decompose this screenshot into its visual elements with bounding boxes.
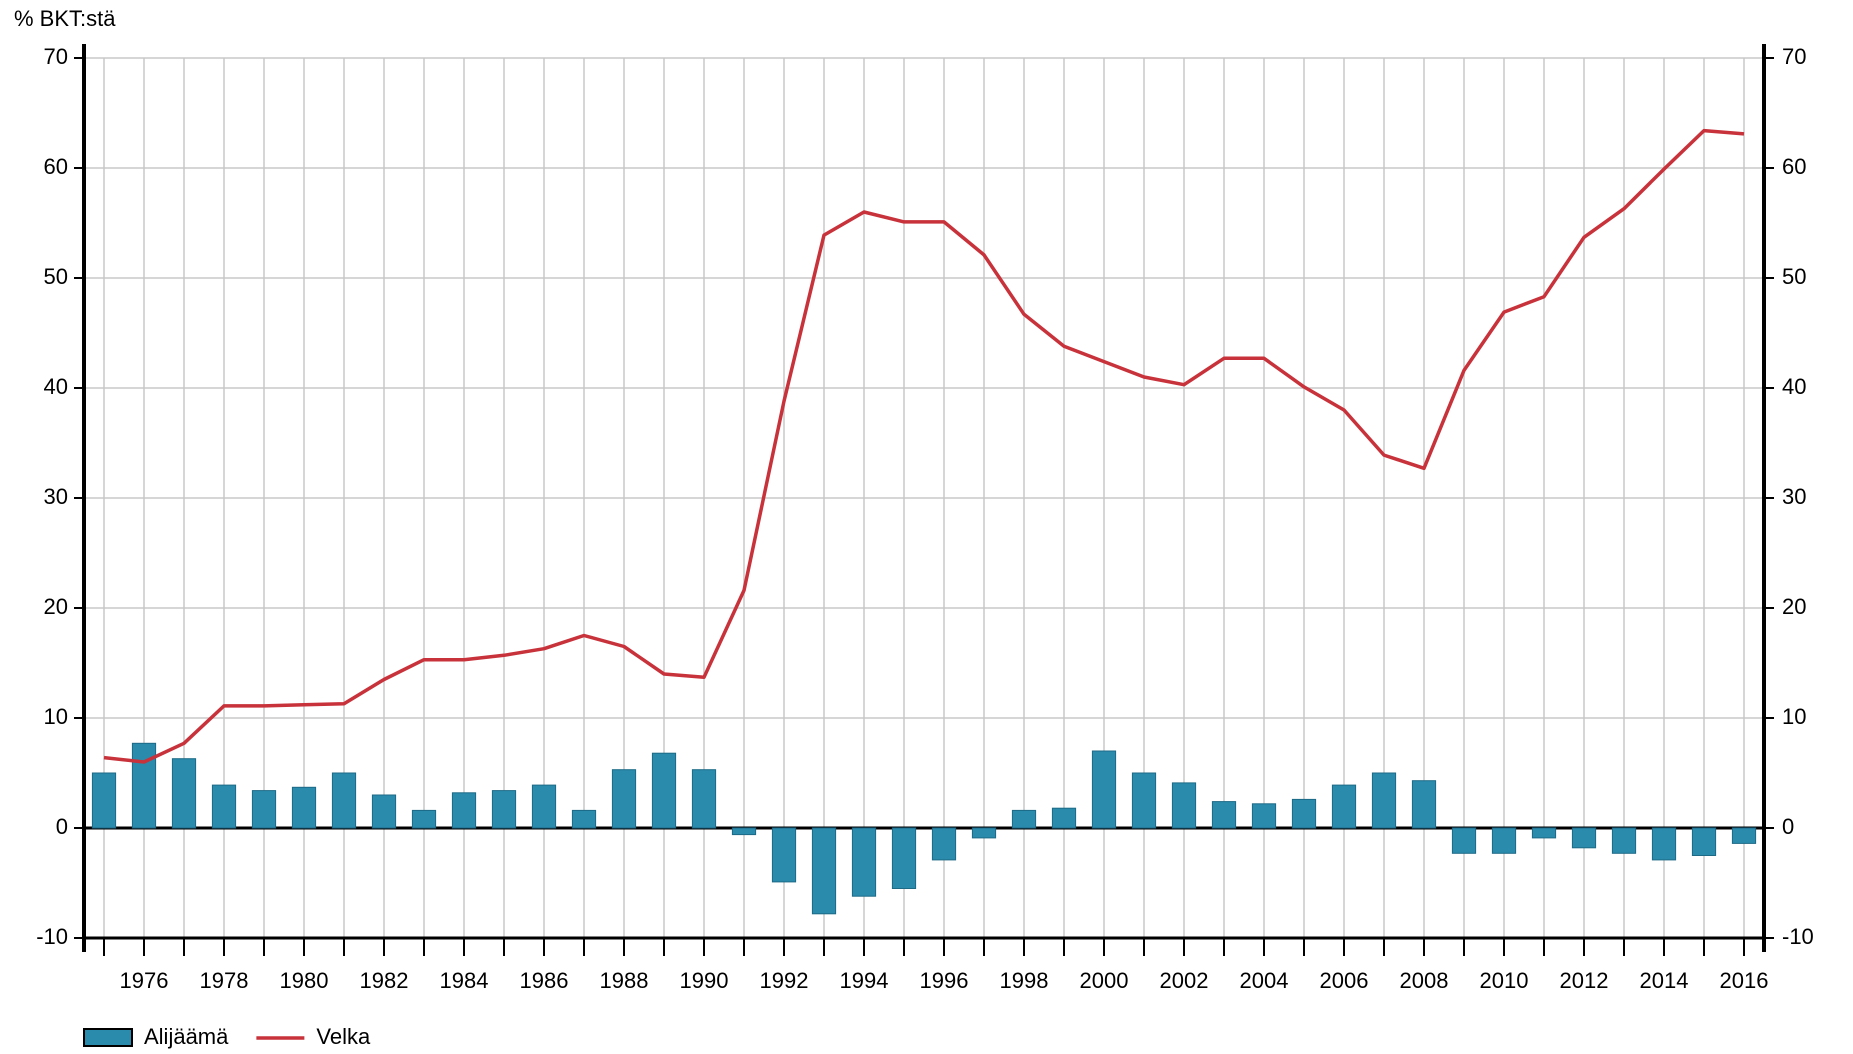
bar [1211,801,1237,829]
x-tick-label: 1984 [440,968,489,993]
bar [571,809,597,829]
x-tick-label: 2012 [1560,968,1609,993]
bar [1491,827,1517,854]
bar [1371,772,1397,829]
bar [1411,780,1437,829]
x-tick-label: 2004 [1240,968,1289,993]
x-tick-label: 2008 [1400,968,1449,993]
bar [1331,784,1357,829]
bar [691,769,717,829]
y2-tick-label: 40 [1782,374,1806,399]
bar [1291,798,1317,829]
x-tick-label: 2000 [1080,968,1129,993]
x-tick-label: 2014 [1640,968,1689,993]
bar [1251,803,1277,829]
bar [251,790,277,829]
bar [291,786,317,829]
bar [331,772,357,829]
y-tick-label: -10 [36,924,68,949]
legend-label: Velka [316,1024,371,1049]
x-tick-label: 2010 [1480,968,1529,993]
bar [131,742,157,829]
y-tick-label: 50 [44,264,68,289]
bar [971,827,997,839]
x-tick-label: 1980 [280,968,329,993]
x-tick-label: 1992 [760,968,809,993]
x-tick-label: 1998 [1000,968,1049,993]
y2-tick-label: 60 [1782,154,1806,179]
x-tick-label: 1988 [600,968,649,993]
bar [1571,827,1597,849]
bar [1131,772,1157,829]
y2-tick-label: 30 [1782,484,1806,509]
y-tick-label: 30 [44,484,68,509]
x-tick-label: 1994 [840,968,889,993]
x-tick-label: 1982 [360,968,409,993]
bar [491,790,517,829]
bar [891,827,917,889]
bar [1731,827,1757,844]
y-tick-label: 40 [44,374,68,399]
x-tick-label: 2006 [1320,968,1369,993]
bar [1011,809,1037,829]
y-tick-label: 60 [44,154,68,179]
bar [1651,827,1677,861]
y2-tick-label: 50 [1782,264,1806,289]
bar [531,784,557,829]
x-tick-label: 2002 [1160,968,1209,993]
bar [1171,782,1197,829]
y2-tick-label: 10 [1782,704,1806,729]
bar [1451,827,1477,854]
bar [91,772,117,829]
x-tick-label: 2016 [1720,968,1769,993]
x-tick-label: 1978 [200,968,249,993]
bar [1611,827,1637,854]
bar [771,827,797,883]
bar [1051,807,1077,829]
legend-label: Alijäämä [144,1024,229,1049]
y2-tick-label: 70 [1782,44,1806,69]
x-tick-label: 1990 [680,968,729,993]
bar [851,827,877,897]
bar [611,769,637,829]
bar [171,758,197,829]
bar [371,794,397,829]
bar [1091,750,1117,829]
bar [731,827,757,836]
y-axis-label: % BKT:stä [14,6,116,31]
y-tick-label: 10 [44,704,68,729]
y2-tick-label: -10 [1782,924,1814,949]
bar [211,784,237,829]
bar [931,827,957,861]
bar [1691,827,1717,856]
y2-tick-label: 0 [1782,814,1794,839]
bar [811,827,837,915]
bar [651,752,677,829]
bar [451,792,477,829]
y-tick-label: 0 [56,814,68,839]
bar [411,809,437,829]
x-tick-label: 1996 [920,968,969,993]
bar [1531,827,1557,839]
y2-tick-label: 20 [1782,594,1806,619]
line [103,128,1745,764]
y-tick-label: 20 [44,594,68,619]
x-tick-label: 1976 [120,968,169,993]
x-tick-label: 1986 [520,968,569,993]
legend-swatch [83,1028,133,1047]
y-tick-label: 70 [44,44,68,69]
